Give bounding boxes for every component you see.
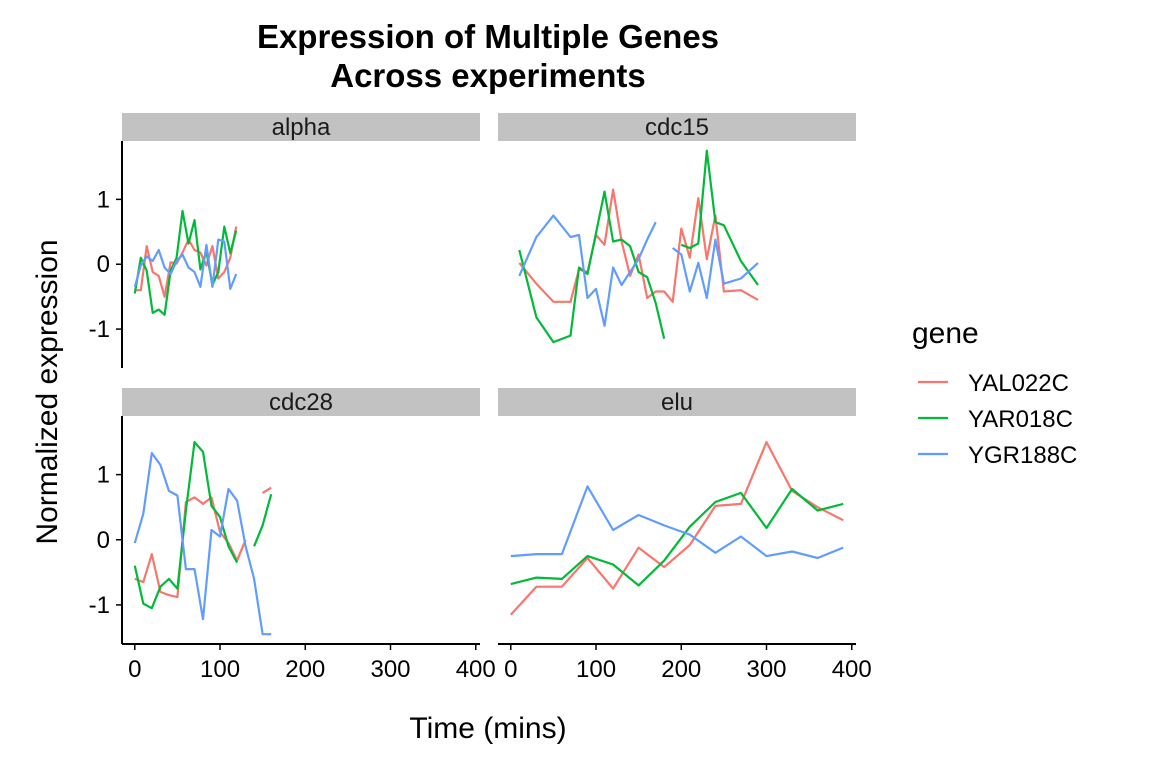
x-tick-label: 100 — [576, 656, 616, 683]
strip-background — [122, 388, 480, 416]
strip-label: cdc15 — [645, 114, 709, 141]
x-axis-title: Time (mins) — [409, 712, 566, 745]
series-line-ygr188c — [518, 214, 657, 327]
facet-panels: alpha 1 0 -1 cdc15 cdc28 1 0 -1 0 100 200 300 400 elu 0… — [89, 113, 872, 683]
x-tick-label: 400 — [456, 656, 496, 683]
x-tick-label: 200 — [285, 656, 325, 683]
panel-elu: elu 0 100 200 300 400 — [498, 388, 872, 683]
x-tick-label: 0 — [128, 656, 141, 683]
strip-background — [122, 113, 480, 141]
strip-label: alpha — [272, 114, 331, 141]
y-tick-label: 1 — [97, 186, 110, 213]
y-tick-label: 0 — [97, 527, 110, 554]
strip-label: cdc28 — [269, 389, 333, 416]
panel-alpha: alpha 1 0 -1 — [89, 113, 480, 368]
x-tick-label: 300 — [746, 656, 786, 683]
strip-background — [498, 388, 856, 416]
x-tick-label: 0 — [504, 656, 517, 683]
y-tick-label: -1 — [89, 316, 110, 343]
series-line-yal022c — [518, 188, 759, 303]
panel-cdc15: cdc15 — [498, 113, 856, 344]
x-tick-label: 200 — [661, 656, 701, 683]
strip-label: elu — [661, 389, 693, 416]
legend-label-ygr188c: YGR188C — [968, 442, 1077, 469]
legend-label-yar018c: YAR018C — [968, 406, 1073, 433]
series-line-yar018c — [133, 441, 239, 610]
x-tick-label: 300 — [370, 656, 410, 683]
series-line-ygr188c — [133, 238, 238, 290]
series-line-ygr188c — [510, 485, 844, 560]
legend-label-yal022c: YAL022C — [968, 370, 1069, 397]
y-tick-label: 0 — [97, 251, 110, 278]
legend-items: YAL022C YAR018C YGR188C — [918, 370, 1077, 469]
series-line-yal022c — [262, 486, 272, 494]
x-tick-label: 100 — [200, 656, 240, 683]
legend: gene YAL022C YAR018C YGR188C — [912, 317, 1077, 469]
chart-subtitle: Across experiments — [330, 57, 645, 94]
panel-cdc28: cdc28 1 0 -1 0 100 200 300 400 — [89, 388, 496, 683]
x-tick-label: 400 — [832, 656, 872, 683]
chart-title: Expression of Multiple Genes — [257, 18, 719, 55]
series-line-yal022c — [134, 226, 238, 298]
series-line-ygr188c — [672, 238, 759, 300]
legend-title: gene — [912, 317, 979, 350]
strip-background — [498, 113, 856, 141]
series-line-yar018c — [518, 190, 666, 344]
y-tick-label: 1 — [97, 462, 110, 489]
series-line-yar018c — [253, 493, 273, 547]
series-line-yal022c — [509, 441, 844, 616]
series-line-yar018c — [133, 209, 238, 316]
y-axis-title: Normalized expression — [31, 239, 64, 544]
series-line-yar018c — [680, 149, 759, 286]
series-line-yar018c — [510, 487, 844, 587]
y-tick-label: -1 — [89, 592, 110, 619]
series-line-ygr188c — [133, 452, 272, 636]
